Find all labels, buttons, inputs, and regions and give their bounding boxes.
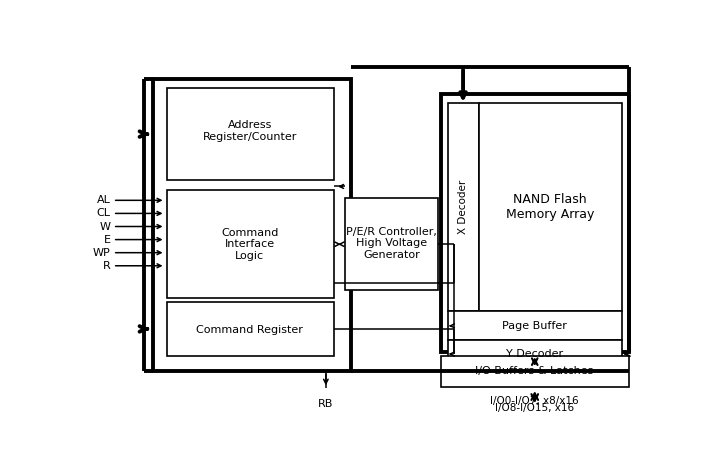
Text: R: R [102,261,110,271]
Bar [345,198,438,290]
Bar [153,79,351,371]
Text: Command Register: Command Register [196,325,304,335]
Bar [448,103,478,311]
Bar [448,311,622,340]
Text: W: W [100,221,110,232]
Text: WP: WP [92,248,110,258]
Bar [167,88,334,180]
Text: RB: RB [318,399,334,409]
Text: P/E/R Controller,
High Voltage
Generator: P/E/R Controller, High Voltage Generator [347,227,437,260]
Text: AL: AL [97,195,110,205]
Text: I/O Buffers & Latches: I/O Buffers & Latches [475,366,594,376]
Text: I/O8-I/O15, x16: I/O8-I/O15, x16 [495,403,574,413]
Bar [440,94,629,352]
Bar [440,356,629,387]
Bar [167,190,334,298]
Bar [167,302,334,356]
Text: CL: CL [97,208,110,219]
Text: Y Decoder: Y Decoder [505,349,563,358]
Text: E: E [103,235,110,244]
Text: I/O0-I/O7, x8/x16: I/O0-I/O7, x8/x16 [490,395,579,406]
Text: NAND Flash
Memory Array: NAND Flash Memory Array [505,193,594,221]
Bar [448,340,622,368]
Text: Page Buffer: Page Buffer [502,321,567,331]
Text: Command
Interface
Logic: Command Interface Logic [221,228,279,261]
Bar [478,103,622,311]
Text: X Decoder: X Decoder [458,180,468,234]
Text: Address
Register/Counter: Address Register/Counter [203,120,297,142]
